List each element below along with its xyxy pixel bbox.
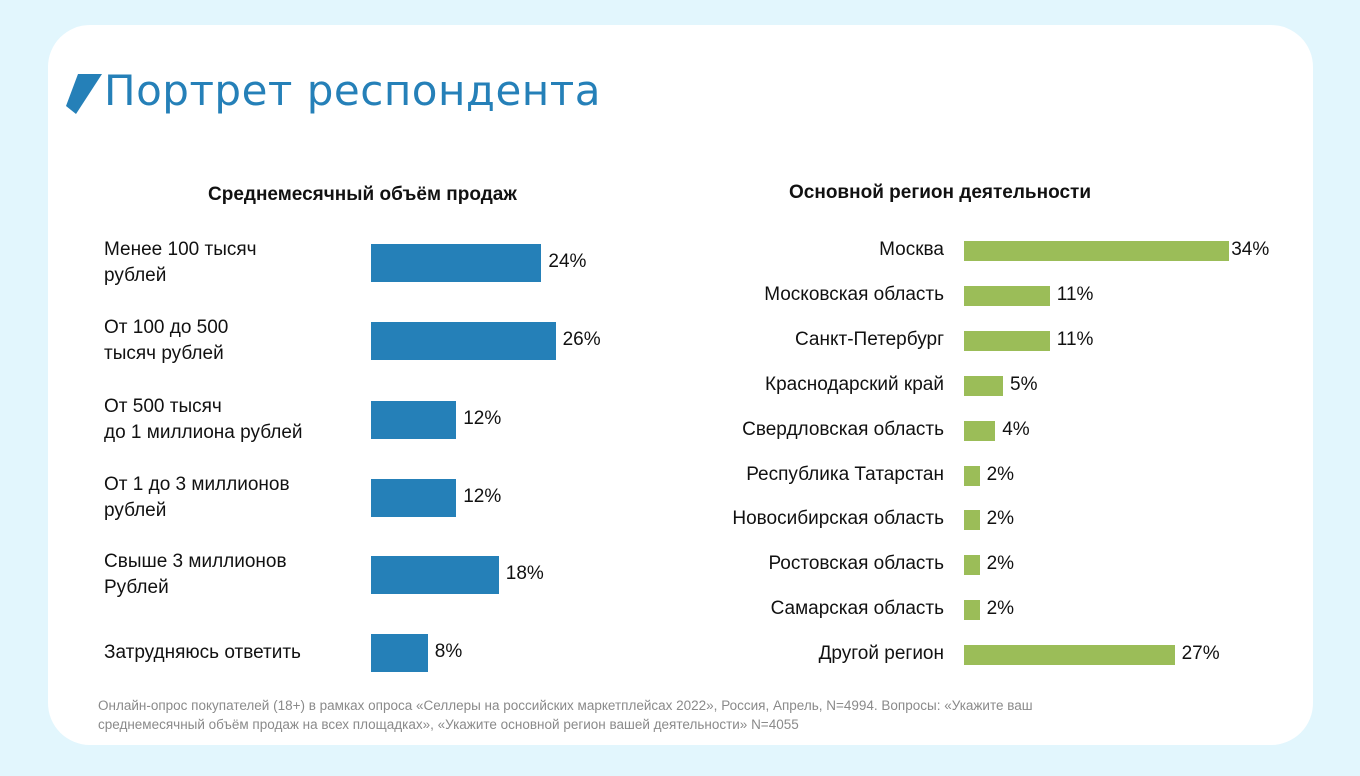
category-label: Самарская область	[770, 598, 944, 620]
category-label: Свердловская область	[742, 418, 944, 440]
category-label: Другой регион	[818, 643, 944, 665]
data-label: 8%	[434, 641, 463, 662]
category-label: Санкт-Петербург	[794, 328, 944, 350]
data-label: 2%	[986, 508, 1015, 530]
card	[48, 25, 1313, 745]
bar	[371, 244, 542, 282]
category-label: Краснодарский край	[765, 373, 944, 395]
bar	[371, 322, 556, 360]
page-title: Портрет респондента	[104, 66, 601, 115]
data-label: 4%	[1002, 418, 1030, 440]
bar	[964, 555, 980, 576]
data-label: 34%	[1231, 239, 1270, 260]
bar	[371, 479, 457, 517]
category-label: От 100 до 500 тысяч рублей	[104, 317, 229, 364]
data-label: 11%	[1056, 328, 1094, 350]
category-label: Московская область	[764, 283, 944, 305]
bar	[964, 465, 980, 486]
data-label: 2%	[986, 553, 1015, 575]
data-label: 11%	[1056, 283, 1094, 305]
data-label: 26%	[562, 329, 601, 350]
bar	[964, 510, 980, 531]
bar	[964, 420, 996, 441]
bar	[964, 645, 1175, 666]
data-label: 2%	[986, 463, 1015, 485]
category-label: Свыше 3 миллионов Рублей	[104, 551, 287, 598]
category-label: Ростовская область	[768, 553, 944, 575]
bar	[964, 241, 1230, 261]
bar	[964, 330, 1050, 351]
bar	[964, 285, 1050, 306]
category-label: Затрудняюсь ответить	[104, 642, 301, 663]
data-label: 2%	[986, 598, 1015, 620]
bar	[964, 375, 1003, 396]
data-label: 12%	[463, 486, 502, 507]
data-label: 24%	[548, 251, 587, 272]
category-label: От 1 до 3 миллионов рублей	[104, 474, 290, 521]
category-label: От 500 тысяч до 1 миллиона рублей	[104, 396, 303, 443]
category-label: Республика Татарстан	[746, 463, 944, 485]
data-label: 18%	[505, 563, 544, 584]
category-label: Москва	[879, 239, 944, 260]
bar	[371, 556, 499, 594]
category-label: Новосибирская область	[732, 508, 944, 530]
footnote: Онлайн-опрос покупателей (18+) в рамках …	[98, 698, 1033, 732]
data-label: 5%	[1010, 373, 1038, 395]
data-label: 12%	[463, 408, 502, 429]
slash-logo-icon	[66, 74, 102, 114]
bar	[371, 634, 428, 672]
category-label: Менее 100 тысяч рублей	[104, 239, 257, 286]
bar	[964, 600, 980, 621]
left-chart-title: Среднемесячный объём продаж	[208, 184, 517, 205]
bar	[371, 401, 457, 439]
right-chart-title: Основной регион деятельности	[789, 182, 1091, 203]
data-label: 27%	[1181, 643, 1220, 665]
